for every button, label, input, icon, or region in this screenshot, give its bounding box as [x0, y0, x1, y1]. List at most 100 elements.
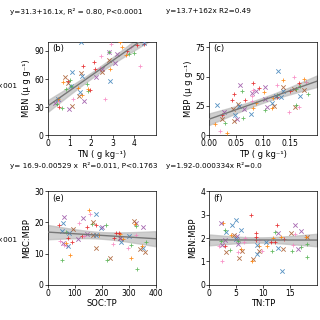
Point: [103, 222, 108, 227]
Y-axis label: MBP (μ g g⁻¹): MBP (μ g g⁻¹): [184, 60, 193, 116]
Point: [126, 233, 131, 238]
Point: [257, 244, 262, 249]
Point: [113, 230, 118, 236]
Point: [92, 67, 97, 72]
Point: [115, 52, 120, 57]
Point: [304, 242, 309, 247]
Point: [254, 238, 259, 243]
Point: [238, 82, 243, 87]
Point: [228, 232, 233, 237]
Point: [292, 223, 297, 228]
Point: [133, 220, 139, 225]
Point: [235, 117, 240, 122]
Point: [219, 259, 224, 264]
Point: [67, 107, 72, 112]
Point: [124, 49, 129, 54]
Point: [65, 80, 70, 85]
Point: [229, 98, 234, 103]
Point: [113, 60, 118, 66]
Point: [255, 252, 260, 257]
Point: [291, 87, 296, 92]
Point: [254, 243, 260, 248]
Point: [229, 222, 235, 228]
Point: [55, 96, 60, 101]
Point: [303, 234, 308, 239]
Point: [81, 99, 86, 104]
Point: [133, 223, 139, 228]
Point: [236, 103, 242, 108]
Point: [71, 97, 76, 102]
Point: [282, 236, 287, 242]
Point: [289, 249, 294, 254]
Point: [249, 98, 254, 103]
Point: [119, 239, 124, 244]
Point: [64, 86, 69, 92]
Point: [139, 244, 144, 249]
Point: [90, 220, 95, 225]
Point: [91, 233, 96, 238]
Point: [78, 71, 83, 76]
Point: [250, 105, 255, 110]
Point: [132, 221, 138, 226]
Point: [263, 84, 268, 90]
Point: [134, 43, 140, 48]
Point: [236, 242, 241, 247]
Point: [107, 78, 112, 84]
Point: [254, 231, 259, 236]
Point: [93, 232, 99, 237]
Text: y=13.7+162x R2=0.49: y=13.7+162x R2=0.49: [166, 8, 251, 14]
Point: [100, 69, 105, 74]
Point: [141, 41, 147, 46]
Point: [125, 246, 130, 251]
Point: [228, 248, 233, 253]
Point: [126, 52, 132, 57]
Point: [219, 243, 224, 248]
Point: [94, 212, 99, 217]
Point: [281, 77, 286, 82]
Point: [303, 79, 308, 84]
Point: [223, 228, 228, 233]
Point: [93, 245, 99, 250]
Point: [233, 113, 238, 118]
Point: [251, 81, 256, 86]
Point: [71, 226, 76, 231]
Point: [304, 80, 309, 85]
Point: [290, 243, 295, 248]
Point: [132, 219, 137, 224]
Point: [263, 97, 268, 102]
Point: [236, 101, 241, 107]
Point: [60, 228, 65, 233]
Point: [223, 250, 228, 255]
Point: [132, 50, 137, 55]
Point: [129, 31, 134, 36]
Point: [135, 266, 140, 271]
Point: [80, 233, 85, 238]
Point: [99, 225, 104, 230]
Text: (e): (e): [52, 194, 64, 203]
Point: [93, 222, 99, 227]
Point: [225, 130, 230, 135]
Point: [117, 235, 123, 240]
Point: [141, 225, 146, 230]
Point: [117, 232, 122, 237]
Point: [292, 232, 297, 237]
Point: [212, 122, 218, 127]
Point: [298, 228, 303, 233]
Point: [236, 256, 241, 261]
Y-axis label: MBN:MBP: MBN:MBP: [188, 218, 197, 258]
Point: [257, 86, 262, 91]
Point: [117, 40, 122, 45]
Point: [60, 240, 66, 245]
Point: [293, 103, 298, 108]
Point: [239, 248, 244, 253]
Point: [264, 243, 269, 248]
Point: [110, 242, 116, 247]
Point: [296, 81, 301, 86]
Point: [60, 220, 66, 225]
Point: [62, 75, 67, 80]
Point: [137, 64, 142, 69]
Point: [79, 92, 84, 97]
Point: [297, 83, 302, 88]
Point: [295, 246, 300, 251]
Point: [140, 245, 146, 251]
